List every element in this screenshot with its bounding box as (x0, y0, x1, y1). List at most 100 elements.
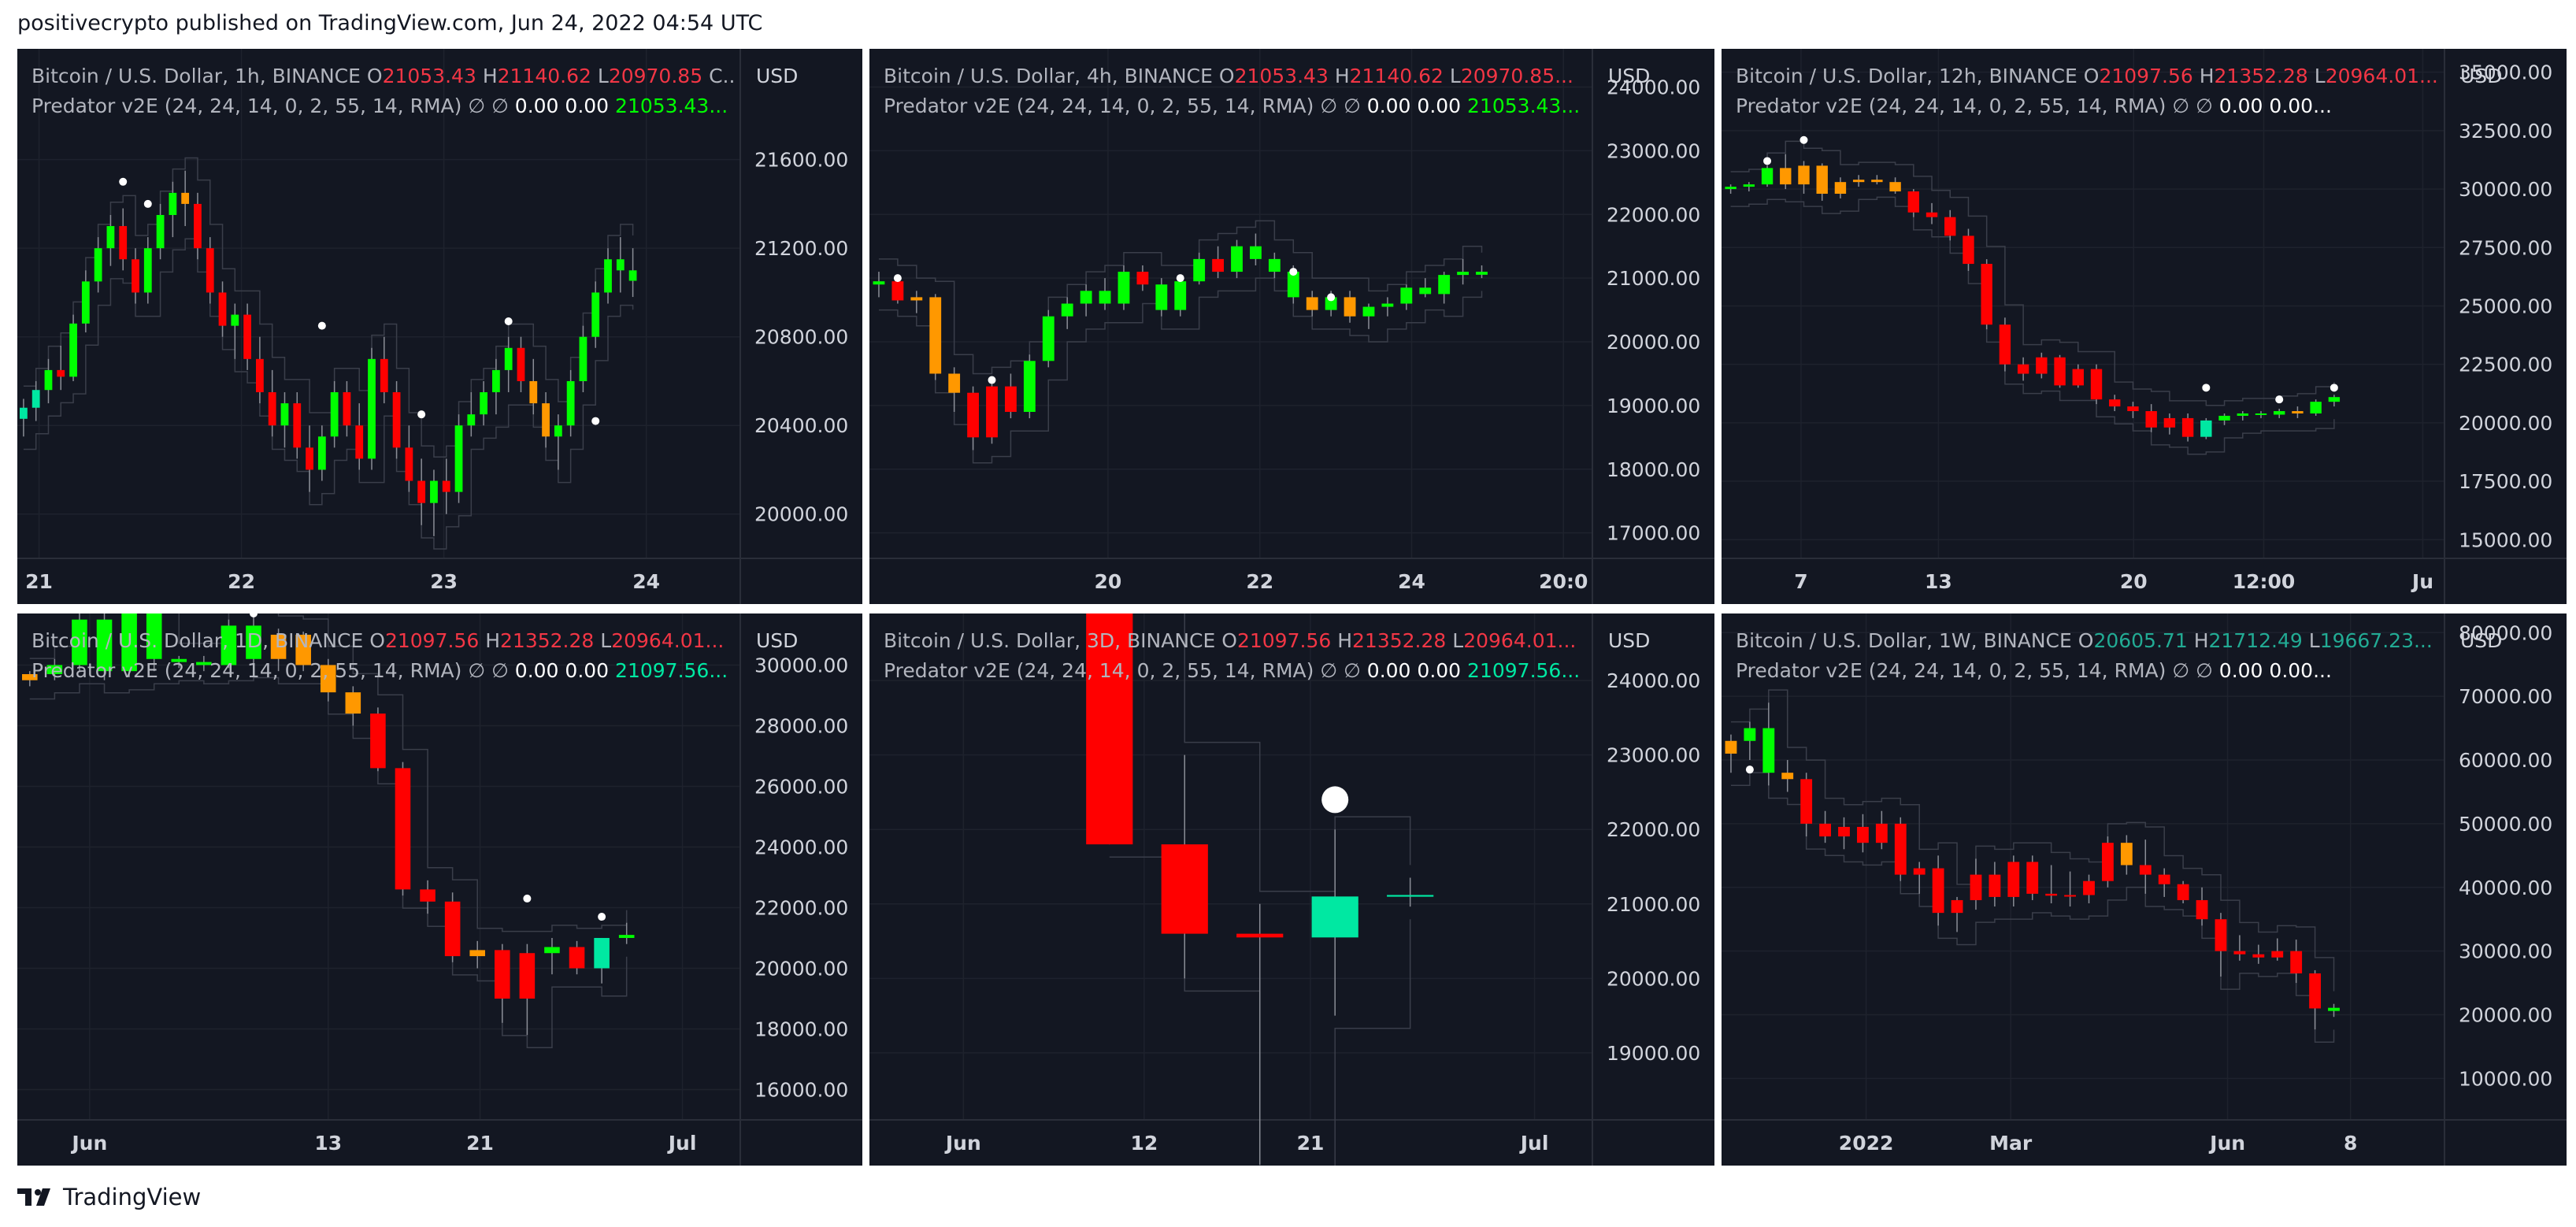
candle-body (2036, 357, 2048, 374)
candle-body (392, 392, 401, 448)
candle-body (194, 203, 202, 249)
candle-body (270, 634, 287, 659)
candle (2158, 868, 2170, 897)
signal-dot (988, 376, 996, 384)
chart-canvas[interactable]: 20000.00 20400.00 20800.00 21200.00 21600.00… (17, 49, 862, 604)
candle (517, 336, 525, 393)
candle (72, 614, 87, 672)
candle (1193, 252, 1206, 285)
candle (469, 940, 486, 969)
candle (1816, 163, 1828, 201)
chart-panel-3D[interactable]: 19000.00 20000.00 21000.00 22000.00 23000.00… (869, 614, 1714, 1166)
candle-body (2158, 874, 2170, 884)
candle (1838, 817, 1850, 850)
chart-panel-1D[interactable]: 16000.00 18000.00 20000.00 22000.00 24000.00… (17, 614, 862, 1166)
candle (1932, 855, 1944, 926)
chart-canvas[interactable]: 19000.00 20000.00 21000.00 22000.00 23000.00… (869, 614, 1714, 1166)
signal-dot (893, 274, 902, 283)
signal-dot (1176, 274, 1184, 283)
candle (243, 303, 252, 370)
candle-body (1819, 823, 1831, 837)
candle-body (529, 380, 538, 404)
candle-body (1852, 180, 1865, 183)
candle (206, 237, 214, 304)
candle-body (2255, 413, 2267, 415)
candle-body (2139, 865, 2152, 875)
candle (1005, 373, 1017, 419)
x-tick-label: 24 (1398, 570, 1425, 593)
chart-canvas[interactable]: 16000.00 18000.00 20000.00 22000.00 24000.00… (17, 614, 862, 1166)
tradingview-logo-icon[interactable] (17, 1187, 54, 1207)
candle (2274, 409, 2285, 418)
x-tick-label: 21 (25, 570, 53, 593)
y-tick-label: 17000.00 (1607, 522, 1700, 545)
candle (392, 380, 401, 459)
candle-body (2017, 364, 2029, 374)
candle (929, 294, 942, 380)
candle (1981, 259, 1992, 330)
chart-canvas[interactable]: 17000.00 18000.00 19000.00 20000.00 21000.00… (869, 49, 1714, 604)
candle (1725, 184, 1736, 195)
candle (495, 943, 510, 1023)
candle-body (268, 392, 276, 426)
candle-body (2007, 862, 2020, 897)
footer-brand[interactable]: TradingView (63, 1184, 202, 1210)
chart-panel-1h[interactable]: 20000.00 20400.00 20800.00 21200.00 21600.00… (17, 49, 862, 604)
candle (81, 270, 90, 333)
chart-panel-4h[interactable]: 17000.00 18000.00 19000.00 20000.00 21000.00… (869, 49, 1714, 604)
signal-dot (1763, 157, 1772, 165)
candle-body (330, 392, 339, 437)
candle (1118, 265, 1130, 310)
candle-body (1889, 182, 1901, 192)
candle-body (628, 270, 637, 281)
y-tick-label: 27500.00 (2459, 236, 2552, 259)
currency-label: USD (1608, 629, 1651, 652)
x-tick-label: Jul (1519, 1132, 1549, 1155)
candle-body (1287, 272, 1299, 298)
candle-body (1857, 826, 1869, 843)
signal-dot (1289, 268, 1298, 276)
candle-body (171, 658, 187, 662)
candle (1852, 175, 1865, 187)
y-tick-label: 22000.00 (1607, 818, 1700, 841)
candle (2072, 364, 2084, 388)
candle-body (1086, 614, 1133, 845)
candle (2310, 399, 2322, 416)
x-tick-label: 21 (466, 1132, 494, 1155)
candle-body (2237, 413, 2248, 416)
chart-panel-12h[interactable]: 15000.00 17500.00 20000.00 22500.00 25000.00… (1722, 49, 2567, 604)
y-tick-label: 17500.00 (2459, 470, 2552, 493)
chart-canvas[interactable]: 10000.00 20000.00 30000.00 40000.00 50000.00… (1722, 614, 2567, 1166)
candle-body (1816, 165, 1828, 195)
candle (442, 458, 450, 514)
candle-body (1061, 303, 1073, 317)
candle (1798, 161, 1810, 195)
y-tick-label: 18000.00 (1607, 458, 1700, 481)
candle-body (1780, 168, 1792, 185)
candle (106, 214, 115, 266)
candle-body (345, 692, 361, 714)
y-tick-label: 28000.00 (754, 714, 848, 737)
candle-body (1212, 258, 1225, 272)
x-tick-label: 24 (632, 570, 660, 593)
y-tick-label: 30000.00 (2459, 178, 2552, 201)
currency-label: USD (2460, 65, 2503, 87)
candle-body (355, 425, 364, 459)
candle-body (2252, 954, 2265, 958)
candle (1944, 209, 1956, 241)
candle-body (1023, 361, 1036, 412)
candle-body (1725, 740, 1737, 754)
y-tick-label: 30000.00 (2459, 940, 2552, 963)
chart-canvas[interactable]: 15000.00 17500.00 20000.00 22500.00 25000.00… (1722, 49, 2567, 604)
candle (280, 392, 289, 448)
candle (1236, 903, 1284, 1165)
candle (986, 380, 998, 444)
candle-body (370, 714, 386, 769)
x-tick-label: Jun (70, 1132, 107, 1155)
signal-dot (417, 410, 426, 419)
candle (594, 937, 610, 984)
chart-panel-1W[interactable]: 10000.00 20000.00 30000.00 40000.00 50000.00… (1722, 614, 2567, 1166)
candle (628, 248, 637, 298)
candle (2102, 836, 2114, 888)
y-tick-label: 20800.00 (754, 326, 848, 349)
